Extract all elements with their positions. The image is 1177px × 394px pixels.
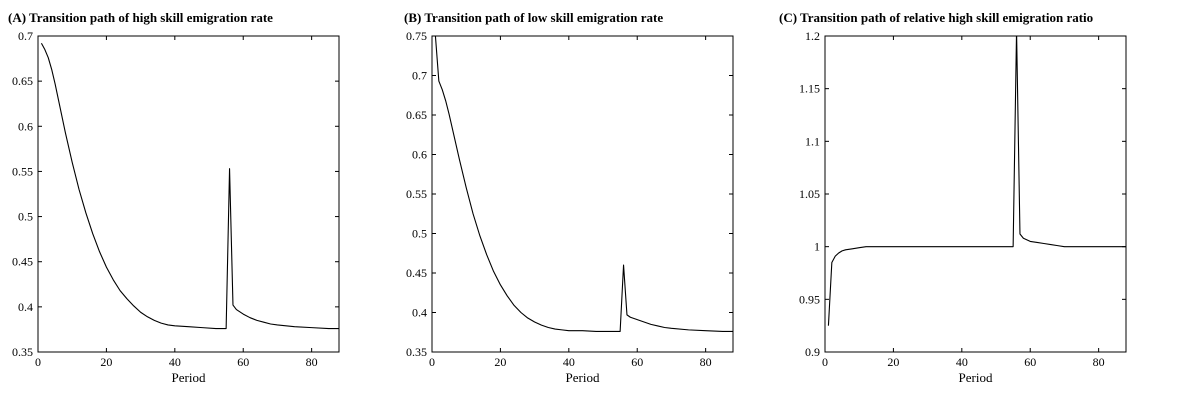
panel-b-y-tick-label: 0.45 (406, 266, 427, 280)
panel-b-title: (B) Transition path of low skill emigrat… (404, 10, 664, 25)
panel-a-x-axis-label: Period (172, 370, 206, 385)
panel-b-x-axis-label: Period (566, 370, 600, 385)
panel-b-y-tick-label: 0.7 (412, 69, 427, 83)
panel-c-title: (C) Transition path of relative high ski… (779, 10, 1094, 25)
panel-a-axes-box (37, 35, 340, 353)
panel-b-series-line (434, 36, 733, 333)
panel-c-y-tick-label: 0.9 (805, 345, 820, 359)
panel-a-y-tick-label: 0.7 (18, 29, 33, 43)
panel-c-x-tick-label: 60 (1024, 355, 1036, 369)
panel-a: 0 20 40 60 80 0.35 0.4 0.45 0.5 0.55 0.6 0.65 0.7 Per… (12, 29, 340, 385)
panel-a-x-tick-label: 60 (237, 355, 249, 369)
panel-a-y-tick-label: 0.45 (12, 255, 33, 269)
panel-b-y-tick-label: 0.65 (406, 108, 427, 122)
panel-a-y-tick-label: 0.6 (18, 119, 33, 133)
panel-a-y-tick-label: 0.35 (12, 345, 33, 359)
panel-b-y-tick-label: 0.5 (412, 227, 427, 241)
panel-b-x-tick-label: 80 (700, 355, 712, 369)
panel-a-series-line (40, 42, 339, 330)
panel-b-y-tick-label: 0.35 (406, 345, 427, 359)
panel-c-x-tick-label: 20 (887, 355, 899, 369)
panel-c-y-tick-label: 0.95 (799, 292, 820, 306)
panel-a-x-tick-label: 20 (100, 355, 112, 369)
panel-c-y-tick-label: 1.15 (799, 82, 820, 96)
panel-a-y-tick-label: 0.65 (12, 74, 33, 88)
panel-b-axes-box (431, 35, 734, 353)
panel-b-x-tick-label: 40 (563, 355, 575, 369)
panel-c-x-tick-label: 0 (822, 355, 828, 369)
panel-b-y-tick-label: 0.75 (406, 29, 427, 43)
panel-a-title: (A) Transition path of high skill emigra… (8, 10, 273, 25)
panel-c-x-axis-label: Period (959, 370, 993, 385)
panel-c-axes-box (824, 35, 1127, 353)
panel-a-y-tick-label: 0.55 (12, 164, 33, 178)
panel-b: 0 20 40 60 80 0.35 0.4 0.45 0.5 0.55 0.6 0.65 0.7 0.7… (406, 29, 734, 385)
panel-a-y-tick-label: 0.5 (18, 210, 33, 224)
panel-a-x-tick-label: 40 (169, 355, 181, 369)
panel-a-y-tick-label: 0.4 (18, 300, 33, 314)
panel-c-series-line (827, 36, 1126, 326)
panel-b-y-tick-label: 0.4 (412, 306, 427, 320)
panel-b-x-tick-label: 60 (631, 355, 643, 369)
panel-c-y-tick-label: 1.1 (805, 134, 820, 148)
panel-b-x-tick-label: 0 (429, 355, 435, 369)
panel-c-y-tick-label: 1.2 (805, 29, 820, 43)
panel-c-x-tick-label: 80 (1093, 355, 1105, 369)
panel-b-y-tick-label: 0.6 (412, 148, 427, 162)
panel-a-x-tick-label: 80 (306, 355, 318, 369)
panel-c-x-tick-label: 40 (956, 355, 968, 369)
panel-a-x-tick-label: 0 (35, 355, 41, 369)
panel-b-y-tick-label: 0.55 (406, 187, 427, 201)
panel-c-y-tick-label: 1.05 (799, 187, 820, 201)
panel-b-x-tick-label: 20 (494, 355, 506, 369)
panel-c-y-tick-label: 1 (814, 240, 820, 254)
panel-c: 0 20 40 60 80 0.9 0.95 1 1.05 1.1 1.15 1.2 Period (799, 29, 1127, 385)
